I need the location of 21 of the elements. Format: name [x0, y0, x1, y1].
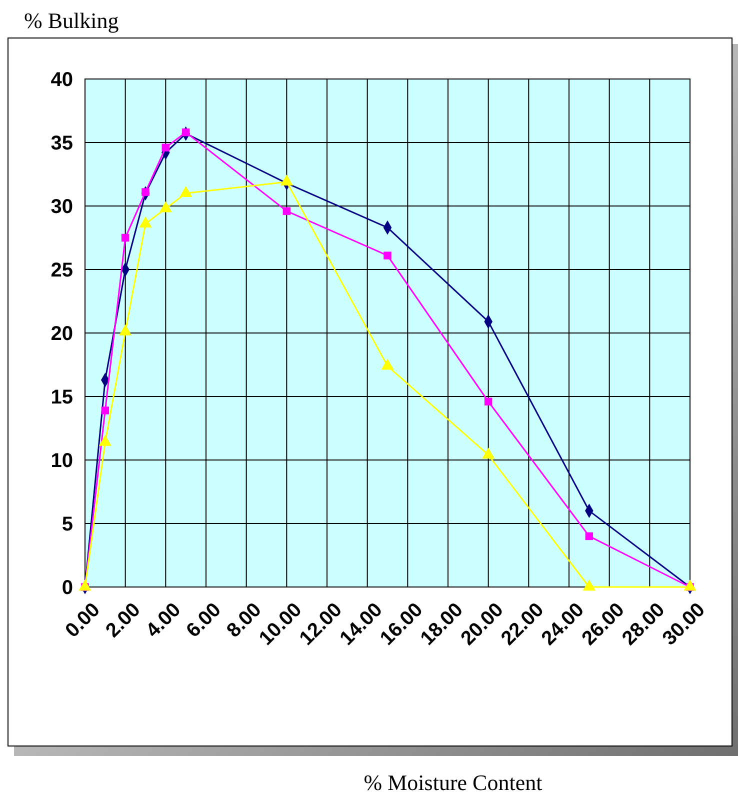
- point: [282, 207, 291, 215]
- y-tick-label: 30: [50, 196, 73, 218]
- y-tick-label: 25: [50, 260, 73, 282]
- point: [182, 128, 190, 136]
- point: [101, 406, 110, 414]
- point: [280, 174, 294, 186]
- y-tick-label: 5: [62, 514, 73, 536]
- point: [162, 144, 170, 152]
- y-tick-label: 15: [50, 386, 73, 408]
- point: [384, 252, 392, 260]
- text: % Moisture Content: [364, 770, 542, 795]
- y-tick-label: 40: [50, 69, 73, 91]
- y-tick-label: 35: [50, 132, 73, 154]
- y-tick-label: 10: [50, 450, 73, 472]
- y-tick-label: 20: [50, 323, 73, 345]
- x-tick-label: 0.00: [61, 598, 104, 642]
- point: [484, 398, 492, 406]
- point: [121, 234, 130, 242]
- y-tick-label: 0: [62, 577, 73, 599]
- y-axis-title: % Bulking: [24, 8, 119, 33]
- point: [585, 532, 594, 540]
